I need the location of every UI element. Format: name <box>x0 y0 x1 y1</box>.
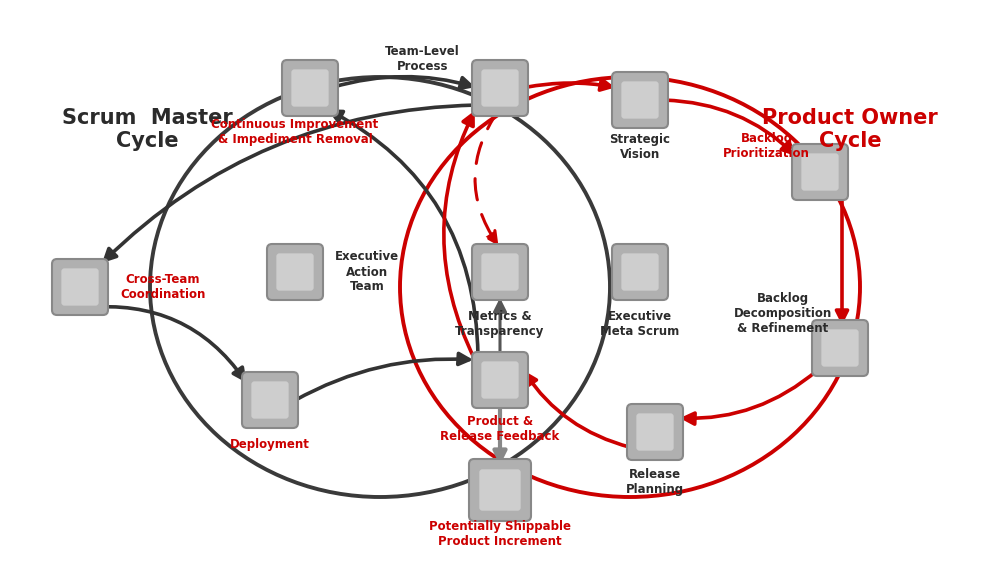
Text: Potentially Shippable
Product Increment: Potentially Shippable Product Increment <box>429 520 571 548</box>
FancyBboxPatch shape <box>612 244 668 300</box>
FancyBboxPatch shape <box>627 404 683 460</box>
FancyBboxPatch shape <box>801 153 839 191</box>
FancyBboxPatch shape <box>472 244 528 300</box>
Text: Backlog
Prioritization: Backlog Prioritization <box>723 132 810 160</box>
Text: Team-Level
Process: Team-Level Process <box>385 45 460 73</box>
Text: Release
Planning: Release Planning <box>626 468 684 496</box>
FancyArrowPatch shape <box>475 110 498 243</box>
Text: Executive
Action
Team: Executive Action Team <box>335 250 399 293</box>
FancyArrowPatch shape <box>665 100 793 153</box>
FancyArrowPatch shape <box>333 76 471 88</box>
FancyBboxPatch shape <box>636 413 674 451</box>
FancyBboxPatch shape <box>251 381 289 418</box>
Text: Product &
Release Feedback: Product & Release Feedback <box>440 415 560 443</box>
FancyBboxPatch shape <box>479 470 521 511</box>
FancyBboxPatch shape <box>621 253 659 290</box>
Text: Strategic
Vision: Strategic Vision <box>610 133 670 161</box>
FancyBboxPatch shape <box>282 60 338 116</box>
FancyBboxPatch shape <box>472 352 528 408</box>
FancyBboxPatch shape <box>267 244 323 300</box>
Text: Product Owner
Cycle: Product Owner Cycle <box>762 108 938 151</box>
FancyArrowPatch shape <box>331 111 478 355</box>
Text: Metrics &
Transparency: Metrics & Transparency <box>455 310 545 338</box>
FancyBboxPatch shape <box>276 253 314 290</box>
Text: Deployment: Deployment <box>230 438 310 451</box>
FancyBboxPatch shape <box>612 72 668 128</box>
FancyArrowPatch shape <box>684 370 818 424</box>
FancyBboxPatch shape <box>481 362 519 398</box>
FancyBboxPatch shape <box>242 372 298 428</box>
FancyArrowPatch shape <box>526 374 630 447</box>
FancyArrowPatch shape <box>85 307 244 379</box>
FancyBboxPatch shape <box>61 269 99 305</box>
Text: Scrum  Master
Cycle: Scrum Master Cycle <box>62 108 233 151</box>
Text: Backlog
Decomposition
& Refinement: Backlog Decomposition & Refinement <box>734 292 832 335</box>
FancyBboxPatch shape <box>821 329 859 367</box>
FancyBboxPatch shape <box>52 259 108 315</box>
FancyArrowPatch shape <box>525 79 611 90</box>
Text: Cross-Team
Coordination: Cross-Team Coordination <box>120 273 205 301</box>
FancyArrowPatch shape <box>494 301 506 357</box>
Text: Continuous Improvement
& Impediment Removal: Continuous Improvement & Impediment Remo… <box>211 118 379 146</box>
FancyArrowPatch shape <box>836 195 848 321</box>
FancyArrowPatch shape <box>444 114 475 359</box>
FancyArrowPatch shape <box>294 354 469 401</box>
Text: Executive
Meta Scrum: Executive Meta Scrum <box>600 310 680 338</box>
FancyBboxPatch shape <box>291 69 329 107</box>
FancyBboxPatch shape <box>481 253 519 290</box>
FancyBboxPatch shape <box>469 459 531 521</box>
FancyArrowPatch shape <box>494 405 506 460</box>
FancyBboxPatch shape <box>792 144 848 200</box>
FancyBboxPatch shape <box>621 82 659 119</box>
FancyBboxPatch shape <box>812 320 868 376</box>
FancyBboxPatch shape <box>481 69 519 107</box>
FancyBboxPatch shape <box>472 60 528 116</box>
FancyArrowPatch shape <box>105 105 475 260</box>
